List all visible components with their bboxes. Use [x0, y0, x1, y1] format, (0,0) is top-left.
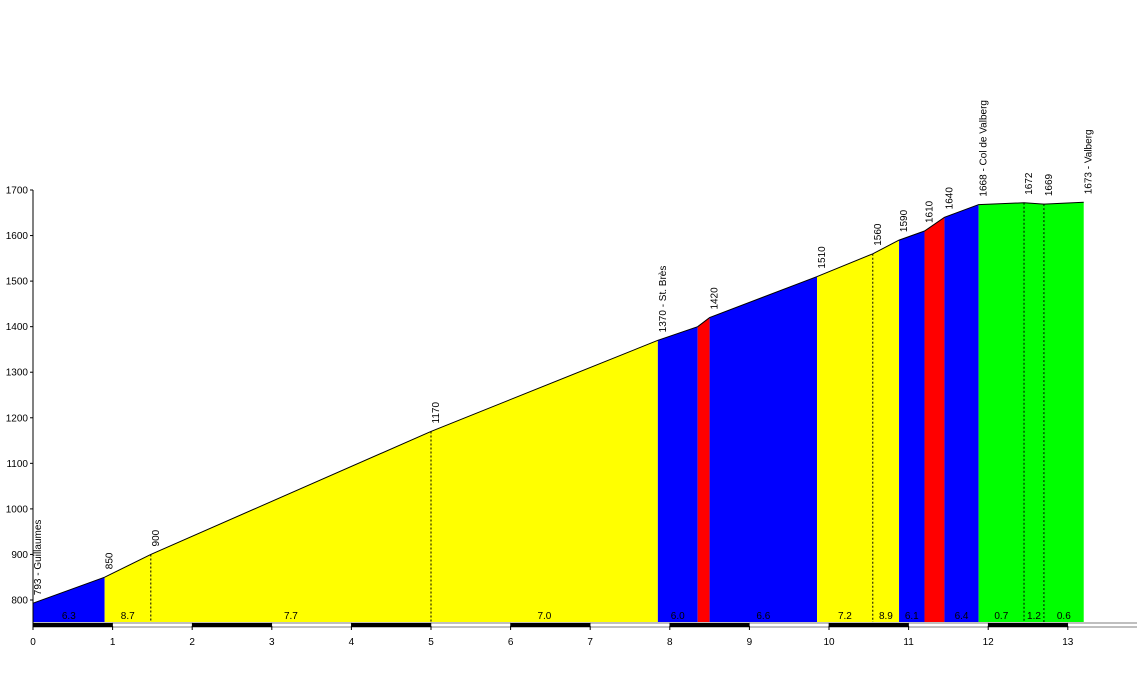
km-band — [510, 622, 591, 628]
elevation-annotation: 793 - Guillaumes — [33, 520, 44, 596]
grade-labels: 6.3 8.7 7.7 7.0 6.0 6.6 7.2 8.9 6.1 6.4 0.7 1.2 0.6 — [62, 611, 1071, 622]
grade-label: 8.7 — [121, 611, 135, 622]
segment-area-8 — [872, 240, 900, 622]
y-axis: 800 900 1000 1100 1200 1300 1400 1500 1600 1700 — [6, 186, 34, 626]
x-tick-label: 13 — [1062, 637, 1074, 648]
grade-label: 6.1 — [905, 611, 919, 622]
km-band — [191, 622, 273, 628]
y-tick-label: 1300 — [6, 368, 29, 379]
elevation-annotation: 1610 — [925, 200, 936, 223]
grade-label: 6.6 — [756, 611, 770, 622]
x-tick-label: 2 — [189, 637, 195, 648]
km-band — [1067, 622, 1137, 628]
y-tick-label: 800 — [11, 596, 28, 607]
segment-area-10 — [924, 217, 945, 623]
km-band — [271, 622, 352, 628]
x-tick-label: 6 — [508, 637, 514, 648]
x-tick-label: 1 — [110, 637, 116, 648]
km-band — [112, 622, 193, 628]
y-tick-label: 1600 — [6, 231, 29, 242]
grade-label: 7.2 — [838, 611, 852, 622]
elevation-annotations: 793 - Guillaumes 850 900 1170 1370 - St. Brè… — [33, 100, 1095, 595]
km-band — [669, 622, 750, 628]
elevation-annotation: 1510 — [817, 246, 828, 269]
segment-area-9 — [899, 231, 925, 622]
segment-area-3 — [431, 340, 658, 622]
elevation-annotation: 1170 — [431, 402, 442, 424]
segment-area-4 — [657, 326, 698, 622]
segment-area-13 — [1024, 202, 1044, 622]
km-band — [987, 622, 1069, 628]
x-tick-label: 4 — [349, 637, 355, 648]
x-tick-label: 8 — [667, 637, 673, 648]
km-band — [908, 622, 989, 628]
elevation-annotation: 850 — [105, 552, 116, 569]
segment-area-0 — [33, 577, 105, 622]
y-tick-label: 1000 — [6, 504, 29, 515]
elevation-annotation: 1370 - St. Brès — [658, 266, 669, 333]
km-band — [351, 622, 432, 628]
grade-label: 0.7 — [994, 611, 1008, 622]
grade-label: 7.0 — [537, 611, 551, 622]
km-band — [589, 622, 671, 628]
elevation-annotation: 1673 - Valberg — [1084, 129, 1095, 194]
x-tick-label: 7 — [587, 637, 593, 648]
x-tick-label: 10 — [823, 637, 835, 648]
gradient-segments — [33, 202, 1084, 623]
segment-area-7 — [817, 253, 873, 622]
elevation-annotation: 1560 — [873, 223, 884, 246]
grade-label: 6.4 — [955, 611, 969, 622]
y-tick-label: 1100 — [6, 459, 28, 470]
grade-label: 6.3 — [62, 611, 76, 622]
elevation-annotation: 1672 — [1024, 172, 1035, 195]
x-axis: 0 1 2 3 4 5 6 7 8 9 10 11 12 13 — [30, 622, 1137, 648]
grade-label: 7.7 — [284, 611, 298, 622]
segment-area-6 — [709, 276, 818, 622]
y-tick-label: 1700 — [6, 186, 29, 197]
y-tick-label: 1500 — [6, 277, 29, 288]
segment-area-2 — [150, 431, 432, 622]
grade-label: 0.6 — [1057, 611, 1071, 622]
y-tick-label: 1400 — [6, 322, 29, 333]
elevation-annotation: 1590 — [899, 209, 910, 232]
x-tick-label: 3 — [269, 637, 275, 648]
grade-label: 6.0 — [671, 611, 685, 622]
km-band — [32, 622, 113, 628]
elevation-annotation: 1420 — [710, 287, 721, 310]
y-tick-label: 1200 — [6, 413, 29, 424]
segment-area-1 — [104, 554, 151, 622]
segment-area-14 — [1043, 202, 1084, 623]
segment-area-12 — [978, 202, 1025, 622]
x-tick-label: 9 — [747, 637, 753, 648]
x-tick-label: 11 — [903, 637, 914, 648]
x-tick-label: 12 — [983, 637, 995, 648]
segment-dividers — [150, 202, 1045, 622]
km-band — [828, 622, 909, 628]
km-band — [430, 622, 511, 628]
elevation-annotation: 1669 — [1044, 173, 1055, 196]
elevation-line — [32, 201, 1084, 604]
elevation-annotation: 1668 - Col de Valberg — [979, 100, 990, 197]
grade-label: 1.2 — [1027, 611, 1041, 622]
grade-label: 8.9 — [879, 611, 893, 622]
x-tick-label: 5 — [428, 637, 434, 648]
y-tick-label: 900 — [11, 550, 28, 561]
segment-area-5 — [697, 317, 710, 622]
km-band — [749, 622, 830, 628]
elevation-annotation: 900 — [151, 529, 162, 546]
segment-area-11 — [944, 204, 979, 623]
elevation-annotation: 1640 — [944, 187, 955, 210]
x-tick-label: 0 — [30, 637, 36, 648]
profile-line — [32, 201, 1084, 604]
